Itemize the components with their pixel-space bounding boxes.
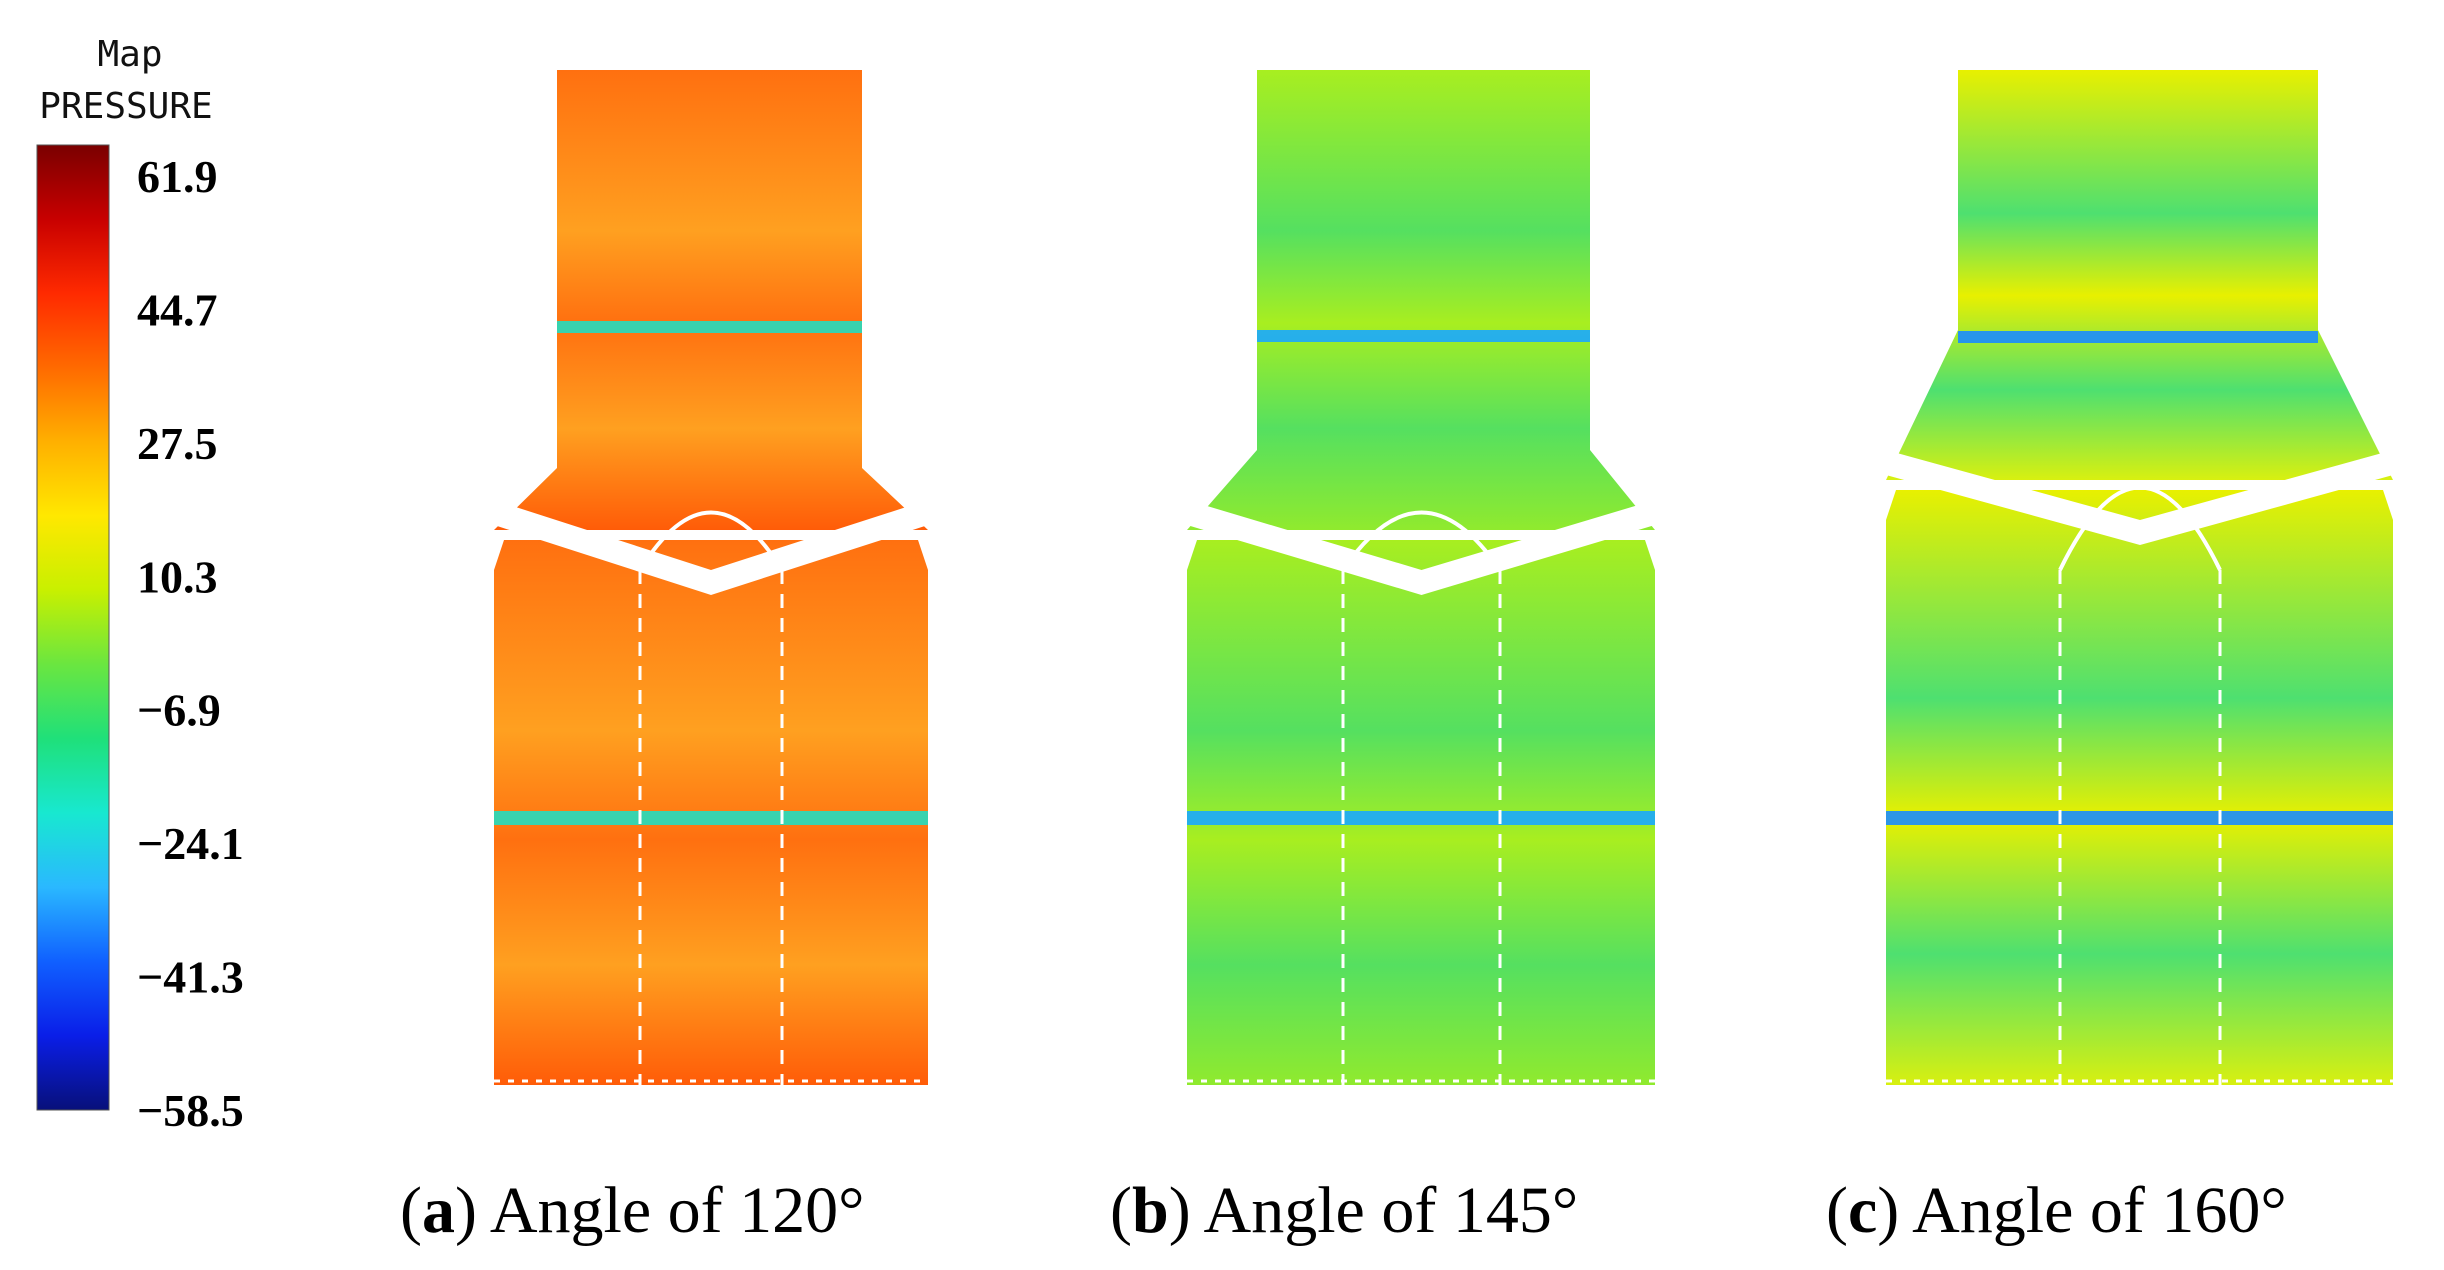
caption-a-text: Angle of 120° xyxy=(477,1174,865,1247)
legend-title-map: Map xyxy=(97,34,162,75)
panels xyxy=(494,70,2393,1085)
legend-tick-3: 10.3 xyxy=(137,551,218,602)
legend-tick-7: −58.5 xyxy=(137,1085,244,1136)
legend-tick-0: 61.9 xyxy=(137,151,218,202)
caption-b: (b) Angle of 145° xyxy=(1110,1174,1578,1247)
panel-b xyxy=(1187,70,1655,1085)
captions: (a) Angle of 120° (b) Angle of 145° (c) … xyxy=(400,1174,2287,1247)
panel-c xyxy=(1886,70,2393,1085)
legend-tick-2: 27.5 xyxy=(137,418,218,469)
panel-c-upper-body xyxy=(1886,70,2393,480)
panel-b-lower-band xyxy=(1187,811,1655,825)
panel-b-upper-band xyxy=(1257,330,1590,342)
legend-title-pressure: PRESSURE xyxy=(39,86,212,127)
panel-c-lower-band xyxy=(1886,811,2393,825)
caption-b-letter: b xyxy=(1132,1174,1169,1247)
panel-b-punch-dome xyxy=(1341,510,1502,572)
panel-b-angle-gap xyxy=(1187,500,1655,595)
legend-tick-4: −6.9 xyxy=(137,685,221,736)
panel-a xyxy=(494,70,928,1085)
legend-tick-6: −41.3 xyxy=(137,952,244,1003)
panel-a-upper-body xyxy=(494,70,928,530)
panel-a-upper-band xyxy=(557,321,862,333)
caption-c-text: Angle of 160° xyxy=(1899,1174,2287,1247)
caption-c: (c) Angle of 160° xyxy=(1826,1174,2287,1247)
legend-color-bar xyxy=(36,144,110,1111)
legend-tick-labels: 61.9 44.7 27.5 10.3 −6.9 −24.1 −41.3 −58.5 xyxy=(137,151,244,1136)
panel-a-punch-dome xyxy=(638,510,784,572)
panel-b-upper-body xyxy=(1187,70,1655,530)
pressure-legend: Map PRESSURE 61.9 44.7 27.5 10.3 −6.9 −24.1 −4… xyxy=(36,34,244,1136)
legend-tick-5: −24.1 xyxy=(137,818,244,869)
legend-tick-1: 44.7 xyxy=(137,284,218,335)
panel-c-upper-band xyxy=(1958,331,2318,343)
panel-c-lower-body xyxy=(1886,490,2393,1085)
panel-c-angle-gap xyxy=(1886,450,2393,545)
panel-a-angle-gap xyxy=(494,500,928,595)
panel-a-lower-band xyxy=(494,811,928,825)
caption-b-text: Angle of 145° xyxy=(1191,1174,1579,1247)
caption-c-letter: c xyxy=(1848,1174,1877,1247)
caption-a-letter: a xyxy=(422,1174,455,1247)
panel-c-punch-dome xyxy=(2058,485,2222,571)
caption-a: (a) Angle of 120° xyxy=(400,1174,865,1247)
